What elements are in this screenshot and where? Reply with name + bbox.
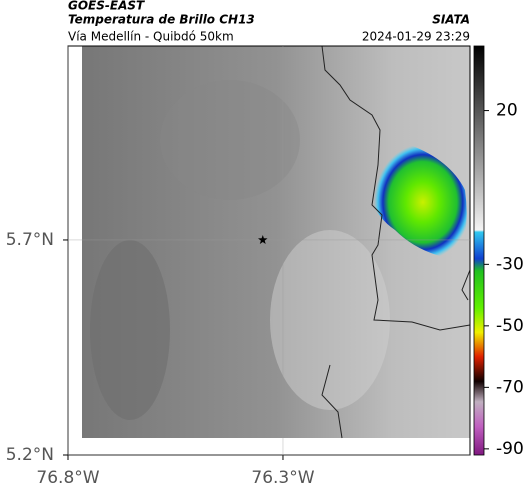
colorbar-tick-label: -90	[496, 439, 524, 459]
y-tick-label: 5.7°N	[6, 230, 54, 250]
imagery	[82, 46, 470, 438]
y-tick-label: 5.2°N	[6, 445, 54, 465]
location-marker	[258, 235, 268, 244]
source: GOES-EAST	[68, 0, 145, 13]
colorbar-tick-label: 20	[496, 101, 518, 121]
borders	[321, 45, 471, 439]
colorbar-tick-label: -30	[496, 254, 524, 274]
agency: SIATA	[432, 13, 470, 27]
x-tick-label: 76.3°W	[251, 468, 314, 488]
region: Vía Medellín - Quibdó 50km	[68, 30, 234, 44]
colorbar-tick-label: -50	[496, 316, 524, 336]
timestamp: 2024-01-29 23:29	[362, 30, 470, 44]
colorbar	[473, 45, 485, 456]
x-tick-label: 76.8°W	[36, 468, 99, 488]
colorbar-tick-label: -70	[496, 377, 524, 397]
product: Temperatura de Brillo CH13	[68, 13, 255, 27]
